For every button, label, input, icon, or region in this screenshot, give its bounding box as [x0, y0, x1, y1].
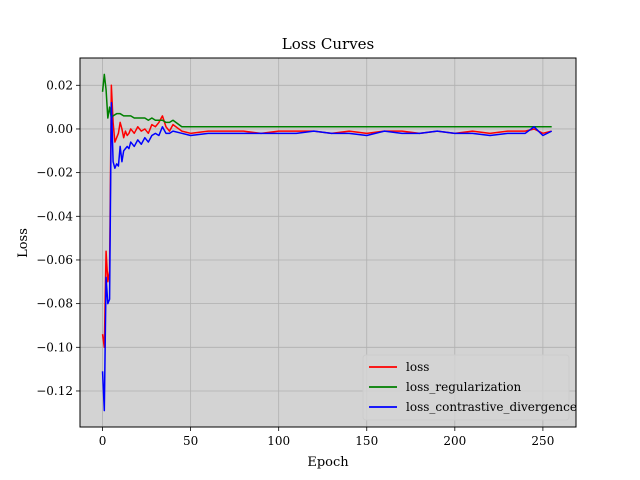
x-tick-label: 150: [355, 434, 378, 448]
y-axis-label: Loss: [16, 228, 31, 258]
x-axis-label: Epoch: [307, 455, 349, 470]
x-tick-label: 0: [99, 434, 107, 448]
plot-frame: [79, 57, 577, 428]
legend-label: loss_regularization: [406, 380, 522, 394]
chart-title: Loss Curves: [282, 35, 375, 53]
legend-label: loss_contrastive_divergence: [406, 400, 577, 414]
x-axis-ticks: 0 50 100 150 200 250: [99, 427, 554, 448]
y-tick-label: −0.10: [36, 340, 73, 354]
x-tick-label: 250: [531, 434, 554, 448]
series-line-loss-contrastive-divergence: [101, 102, 553, 412]
legend-box: [362, 354, 570, 421]
y-tick-label: 0.00: [46, 122, 73, 136]
series-lines: [101, 73, 553, 412]
x-tick-label: 200: [443, 434, 466, 448]
y-tick-label: 0.02: [46, 78, 73, 92]
x-tick-label: 50: [183, 434, 198, 448]
x-tick-label: 100: [267, 434, 290, 448]
y-axis-ticks: 0.02 0.00 −0.02 −0.04 −0.06 −0.08 −0.10 −0.12: [36, 78, 80, 398]
series-line-loss-regularization: [101, 73, 552, 128]
y-tick-label: −0.08: [36, 297, 73, 311]
y-tick-label: −0.06: [36, 253, 73, 267]
y-tick-label: −0.02: [36, 166, 73, 180]
legend-label: loss: [406, 360, 429, 374]
legend: loss loss_regularization loss_contrastive_…: [362, 354, 577, 421]
y-tick-label: −0.04: [36, 209, 73, 223]
y-tick-label: −0.12: [36, 384, 73, 398]
grid: [80, 58, 576, 427]
